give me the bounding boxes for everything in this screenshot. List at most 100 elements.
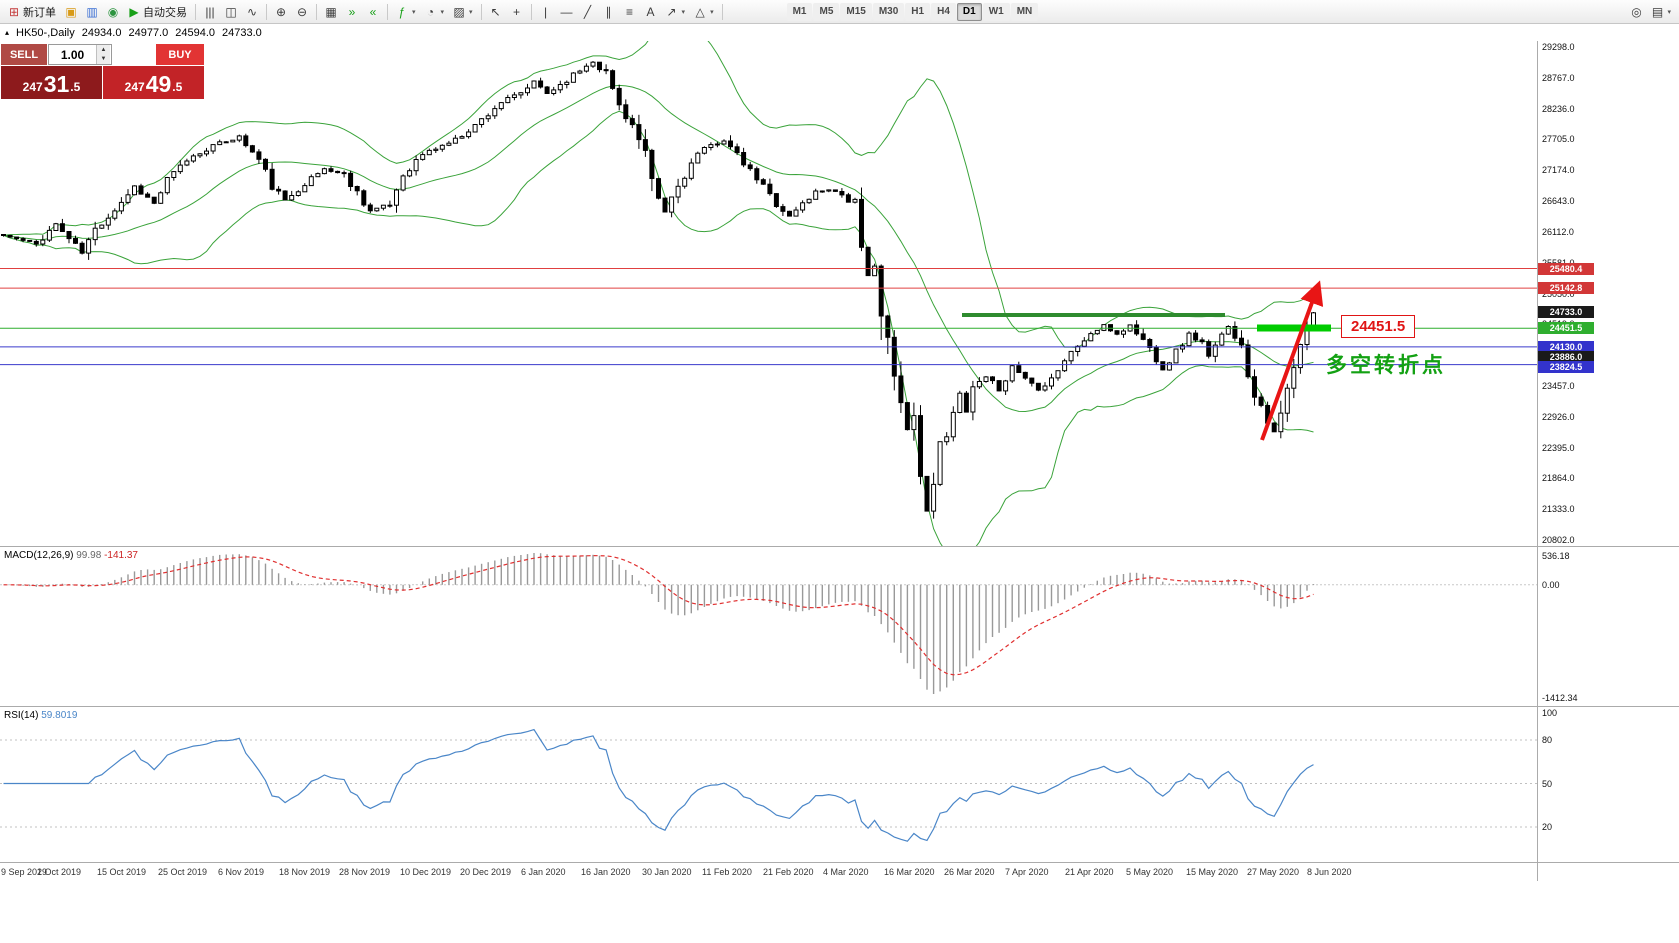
arrows-button[interactable]: ↗ ▾: [662, 2, 690, 22]
date-axis-label: 20 Dec 2019: [460, 867, 512, 877]
bars-chart-button[interactable]: |||: [200, 2, 220, 22]
vertical-line-button[interactable]: |: [536, 2, 556, 22]
price-axis-tick: 25581.0: [1542, 257, 1575, 268]
price-callout[interactable]: 24451.5: [1341, 315, 1416, 338]
tile-windows-button[interactable]: ▦: [321, 2, 341, 22]
date-axis-label: 6 Nov 2019: [218, 867, 265, 877]
market-button[interactable]: ▣: [61, 2, 81, 22]
price-level-label: 24451.5: [1538, 322, 1594, 335]
timeframe-w1[interactable]: W1: [982, 2, 1010, 21]
timeframe-mn[interactable]: MN: [1010, 2, 1039, 21]
periods-button[interactable]: ◔ ▾: [421, 2, 449, 22]
price-digits: 247: [22, 80, 43, 95]
horizontal-line-button[interactable]: ―: [557, 2, 577, 22]
volume-input[interactable]: [49, 45, 96, 64]
timeframe-m1[interactable]: M1: [786, 2, 813, 21]
price-level-label: 24130.0: [1538, 340, 1594, 353]
toolbar-group-objects: | ― ╱ ∥ ≡ A ↗ ▾ △ ▾: [536, 2, 718, 22]
zoom-in-button[interactable]: ⊕: [271, 2, 291, 22]
periods-button-dropdown-icon[interactable]: ▾: [440, 8, 445, 16]
trend-arrow[interactable]: [1260, 280, 1324, 441]
text-label-button[interactable]: A: [641, 2, 661, 22]
search-button[interactable]: ◎: [1626, 2, 1646, 22]
chart-menu-icon[interactable]: ▴: [5, 28, 10, 37]
bollinger-band: [3, 84, 1314, 413]
bars-chart-button-icon: |||: [205, 4, 215, 19]
arrows-button-dropdown-icon[interactable]: ▾: [681, 8, 686, 16]
price-axis-tick: 26112.0: [1542, 226, 1574, 237]
price-axis-tick: 22926.0: [1542, 411, 1575, 422]
sell-button[interactable]: SELL: [1, 44, 47, 65]
date-axis-label: 2 Oct 2019: [37, 867, 82, 877]
timeframe-m15[interactable]: M15: [840, 2, 872, 21]
zoom-out-button[interactable]: ⊖: [292, 2, 312, 22]
chart-shift-button[interactable]: «: [363, 2, 383, 22]
shapes-button[interactable]: △ ▾: [690, 2, 718, 22]
date-axis-label: 7 Apr 2020: [1005, 867, 1049, 877]
window-layout-button[interactable]: ▤ ▾: [1647, 2, 1675, 22]
timeframe-h4[interactable]: H4: [931, 2, 956, 21]
autotrade-button[interactable]: ▶ 自动交易: [124, 2, 191, 22]
zoom-out-button-icon: ⊖: [296, 4, 308, 19]
chart-symbol-period: HK50-,Daily: [16, 26, 75, 39]
time-axis[interactable]: 9 Sep 2019 2 Oct 2019 15 Oct 2019 25 Oct 20…: [0, 863, 1537, 881]
fibonacci-button-icon: ≡: [626, 4, 634, 19]
price-level-label: 23824.5: [1538, 360, 1594, 373]
price-macd-separator[interactable]: [0, 546, 1679, 547]
candles: [1, 61, 1316, 519]
volume-down-icon[interactable]: ▼: [97, 54, 110, 64]
volume-up-icon[interactable]: ▲: [97, 45, 110, 55]
rsi-panel[interactable]: [0, 707, 1537, 862]
date-axis-label: 16 Mar 2020: [884, 867, 935, 877]
date-axis-label: 18 Nov 2019: [279, 867, 331, 877]
crosshair-button[interactable]: +: [507, 2, 527, 22]
macd-signal-line: [3, 554, 1314, 676]
timeframe-d1[interactable]: D1: [956, 2, 982, 21]
templates-button[interactable]: ▨ ▾: [449, 2, 477, 22]
autoscroll-button[interactable]: »: [342, 2, 362, 22]
trendline-button[interactable]: ╱: [578, 2, 598, 22]
window-layout-button-dropdown-icon[interactable]: ▾: [1667, 8, 1671, 16]
new-order-button[interactable]: ⊞ 新订单: [4, 2, 60, 22]
rsi-value: 59.8019: [41, 710, 78, 721]
price-axis-tick: 27705.0: [1542, 134, 1575, 145]
macd-rsi-separator[interactable]: [0, 706, 1679, 707]
community-button[interactable]: ◉: [103, 2, 123, 22]
channel-button[interactable]: ∥: [599, 2, 619, 22]
horizontal-line-button-icon: ―: [560, 4, 573, 19]
price-axis-tick: 20802.0: [1542, 535, 1575, 545]
autoscroll-button-icon: »: [348, 4, 356, 19]
price-chart[interactable]: [0, 41, 1537, 546]
date-axis-label: 25 Oct 2019: [158, 867, 208, 877]
timeframe-m5[interactable]: M5: [813, 2, 840, 21]
macd-panel[interactable]: [0, 547, 1537, 706]
new-order-button-label: 新订单: [23, 6, 56, 19]
candlestick-chart-button[interactable]: ◫: [221, 2, 241, 22]
rsi-axis-label: 20: [1542, 822, 1553, 832]
bar-close-value: 24733.0: [222, 26, 262, 39]
date-axis-label: 4 Mar 2020: [823, 867, 869, 877]
arrows-button-icon: ↗: [666, 4, 677, 19]
indicators-button-dropdown-icon[interactable]: ▾: [412, 8, 416, 16]
price-axis-tick: 25050.0: [1542, 288, 1575, 299]
line-chart-button[interactable]: ∿: [242, 2, 262, 22]
shapes-button-dropdown-icon[interactable]: ▾: [710, 8, 714, 16]
timeframe-m30[interactable]: M30: [872, 2, 905, 21]
autotrade-button-label: 自动交易: [143, 6, 187, 19]
templates-button-dropdown-icon[interactable]: ▾: [469, 8, 473, 16]
price-level-label: 25142.8: [1538, 282, 1594, 295]
fibonacci-button[interactable]: ≡: [620, 2, 640, 22]
sell-price[interactable]: 247 31.5: [1, 66, 102, 99]
indicators-button[interactable]: ƒ ▾: [392, 2, 420, 22]
price-axis-tick: 27174.0: [1542, 165, 1575, 176]
price-axis-tick: 29298.0: [1542, 42, 1575, 52]
buy-button[interactable]: BUY: [156, 44, 204, 65]
price-axis-tick: 24519.0: [1542, 319, 1575, 330]
indicators-button-icon: ƒ: [398, 4, 406, 19]
cursor-button[interactable]: ↖: [486, 2, 506, 22]
buy-price[interactable]: 247 49.5: [103, 66, 204, 99]
profile-chart-button[interactable]: ▥: [82, 2, 102, 22]
toolbar-separator: [480, 3, 482, 20]
chart-title-bar: ▴ HK50-,Daily 24934.0 24977.0 24594.0 24…: [0, 24, 1537, 41]
timeframe-h1[interactable]: H1: [905, 2, 931, 21]
